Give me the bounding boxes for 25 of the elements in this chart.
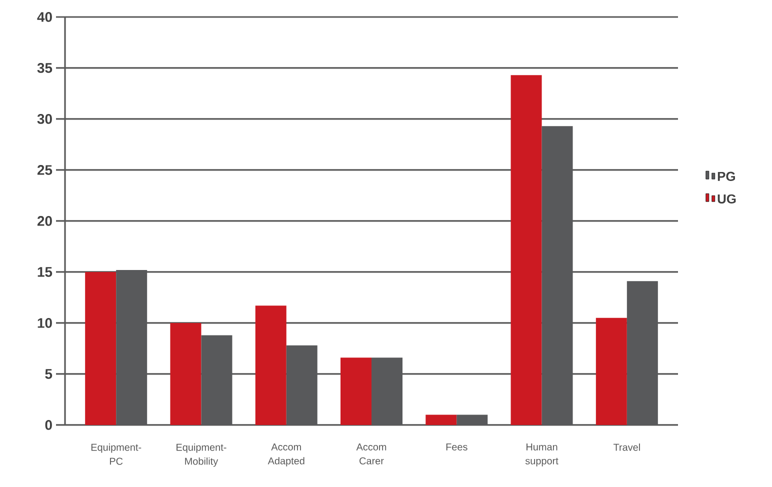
bar — [596, 318, 627, 425]
y-tick-label: 30 — [37, 114, 52, 124]
bar — [170, 322, 202, 425]
legend-label: UG — [718, 194, 736, 204]
bar — [255, 306, 286, 425]
bar — [340, 358, 372, 425]
bar — [426, 414, 457, 425]
y-tick-label: 25 — [37, 165, 52, 175]
x-tick-label: Equipment- Mobility — [176, 444, 226, 467]
x-tick-label: Travel — [613, 444, 640, 451]
y-tick-label: 10 — [38, 318, 52, 328]
x-tick-label: Human support — [525, 444, 558, 466]
legend-label: PG — [718, 172, 735, 181]
x-tick-label: Accom Carer — [356, 444, 386, 464]
bar — [510, 75, 542, 425]
x-tick-label: Equipment- PC — [91, 444, 142, 465]
bar — [85, 272, 116, 425]
y-tick-label: 20 — [37, 216, 52, 226]
y-tick-label: 40 — [37, 12, 52, 22]
y-tick-label: 0 — [45, 420, 52, 430]
y-tick-label: 35 — [37, 63, 52, 73]
y-tick-label: 5 — [45, 369, 52, 379]
x-tick-label: Fees — [446, 444, 468, 450]
x-tick-label: Accom Adapted — [268, 444, 304, 466]
y-tick-label: 15 — [38, 267, 52, 277]
